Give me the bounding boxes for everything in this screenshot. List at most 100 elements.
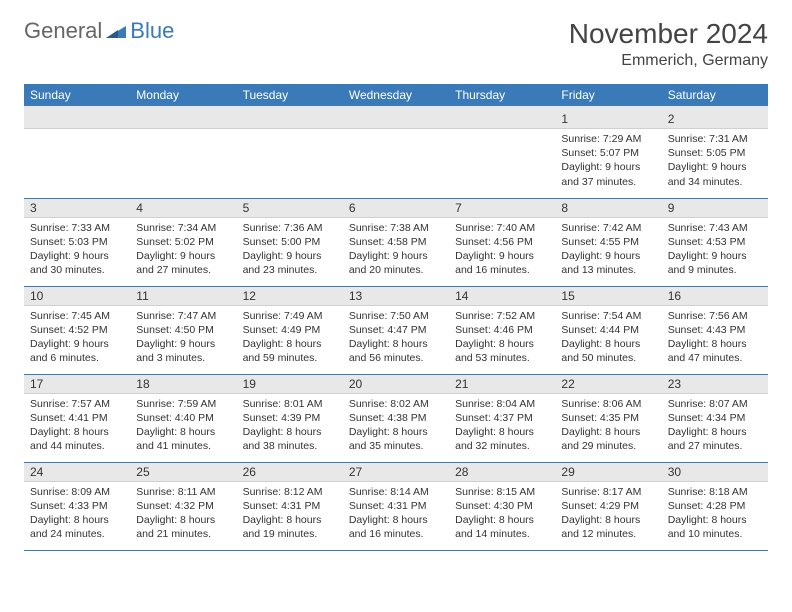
daylight-text: Daylight: 8 hours and 12 minutes. [561, 513, 655, 541]
sunset-text: Sunset: 4:43 PM [668, 323, 762, 337]
weekday-header: Saturday [662, 84, 768, 106]
calendar-week: 10Sunrise: 7:45 AMSunset: 4:52 PMDayligh… [24, 286, 768, 374]
calendar-cell: 21Sunrise: 8:04 AMSunset: 4:37 PMDayligh… [449, 374, 555, 462]
sunset-text: Sunset: 4:41 PM [30, 411, 124, 425]
calendar-cell: 1Sunrise: 7:29 AMSunset: 5:07 PMDaylight… [555, 110, 661, 198]
day-content: Sunrise: 7:29 AMSunset: 5:07 PMDaylight:… [555, 129, 661, 195]
day-number: 6 [343, 199, 449, 218]
calendar-cell: 17Sunrise: 7:57 AMSunset: 4:41 PMDayligh… [24, 374, 130, 462]
calendar-cell: 20Sunrise: 8:02 AMSunset: 4:38 PMDayligh… [343, 374, 449, 462]
day-number: 28 [449, 463, 555, 482]
sunset-text: Sunset: 4:38 PM [349, 411, 443, 425]
sunset-text: Sunset: 4:28 PM [668, 499, 762, 513]
weekday-header: Friday [555, 84, 661, 106]
sunset-text: Sunset: 4:55 PM [561, 235, 655, 249]
sunset-text: Sunset: 5:02 PM [136, 235, 230, 249]
sunrise-text: Sunrise: 8:17 AM [561, 485, 655, 499]
day-content: Sunrise: 7:42 AMSunset: 4:55 PMDaylight:… [555, 218, 661, 284]
sunrise-text: Sunrise: 7:34 AM [136, 221, 230, 235]
sunset-text: Sunset: 4:53 PM [668, 235, 762, 249]
day-number: 22 [555, 375, 661, 394]
calendar-cell [237, 110, 343, 198]
daylight-text: Daylight: 9 hours and 37 minutes. [561, 160, 655, 188]
daylight-text: Daylight: 8 hours and 41 minutes. [136, 425, 230, 453]
calendar-cell: 29Sunrise: 8:17 AMSunset: 4:29 PMDayligh… [555, 462, 661, 550]
day-number: 18 [130, 375, 236, 394]
sunset-text: Sunset: 4:52 PM [30, 323, 124, 337]
sunset-text: Sunset: 4:49 PM [243, 323, 337, 337]
calendar-cell: 3Sunrise: 7:33 AMSunset: 5:03 PMDaylight… [24, 198, 130, 286]
daylight-text: Daylight: 8 hours and 59 minutes. [243, 337, 337, 365]
daylight-text: Daylight: 8 hours and 27 minutes. [668, 425, 762, 453]
day-content-empty [130, 129, 236, 189]
sunrise-text: Sunrise: 7:42 AM [561, 221, 655, 235]
sunset-text: Sunset: 4:35 PM [561, 411, 655, 425]
day-content: Sunrise: 7:40 AMSunset: 4:56 PMDaylight:… [449, 218, 555, 284]
page-title: November 2024 [569, 18, 768, 50]
day-content: Sunrise: 7:59 AMSunset: 4:40 PMDaylight:… [130, 394, 236, 460]
day-content: Sunrise: 7:52 AMSunset: 4:46 PMDaylight:… [449, 306, 555, 372]
sunrise-text: Sunrise: 7:38 AM [349, 221, 443, 235]
calendar-cell: 10Sunrise: 7:45 AMSunset: 4:52 PMDayligh… [24, 286, 130, 374]
day-content: Sunrise: 8:12 AMSunset: 4:31 PMDaylight:… [237, 482, 343, 548]
day-number: 26 [237, 463, 343, 482]
sunrise-text: Sunrise: 8:11 AM [136, 485, 230, 499]
sunrise-text: Sunrise: 7:49 AM [243, 309, 337, 323]
day-content: Sunrise: 8:01 AMSunset: 4:39 PMDaylight:… [237, 394, 343, 460]
calendar-cell: 5Sunrise: 7:36 AMSunset: 5:00 PMDaylight… [237, 198, 343, 286]
sunrise-text: Sunrise: 7:31 AM [668, 132, 762, 146]
sunrise-text: Sunrise: 8:04 AM [455, 397, 549, 411]
calendar-cell: 22Sunrise: 8:06 AMSunset: 4:35 PMDayligh… [555, 374, 661, 462]
day-number: 21 [449, 375, 555, 394]
day-content-empty [449, 129, 555, 189]
location-label: Emmerich, Germany [569, 52, 768, 70]
calendar-cell: 23Sunrise: 8:07 AMSunset: 4:34 PMDayligh… [662, 374, 768, 462]
calendar-cell [449, 110, 555, 198]
sunset-text: Sunset: 4:34 PM [668, 411, 762, 425]
day-number: 8 [555, 199, 661, 218]
daylight-text: Daylight: 9 hours and 23 minutes. [243, 249, 337, 277]
day-number-empty [237, 110, 343, 129]
calendar-cell [24, 110, 130, 198]
daylight-text: Daylight: 9 hours and 16 minutes. [455, 249, 549, 277]
day-content-empty [343, 129, 449, 189]
calendar-table: SundayMondayTuesdayWednesdayThursdayFrid… [24, 84, 768, 551]
daylight-text: Daylight: 8 hours and 10 minutes. [668, 513, 762, 541]
day-content: Sunrise: 7:56 AMSunset: 4:43 PMDaylight:… [662, 306, 768, 372]
sunrise-text: Sunrise: 8:18 AM [668, 485, 762, 499]
sunset-text: Sunset: 4:29 PM [561, 499, 655, 513]
daylight-text: Daylight: 9 hours and 34 minutes. [668, 160, 762, 188]
daylight-text: Daylight: 8 hours and 19 minutes. [243, 513, 337, 541]
daylight-text: Daylight: 8 hours and 47 minutes. [668, 337, 762, 365]
sunset-text: Sunset: 5:07 PM [561, 146, 655, 160]
calendar-cell: 19Sunrise: 8:01 AMSunset: 4:39 PMDayligh… [237, 374, 343, 462]
sunrise-text: Sunrise: 8:14 AM [349, 485, 443, 499]
day-content: Sunrise: 7:47 AMSunset: 4:50 PMDaylight:… [130, 306, 236, 372]
day-number: 27 [343, 463, 449, 482]
sunset-text: Sunset: 4:33 PM [30, 499, 124, 513]
day-number-empty [343, 110, 449, 129]
title-block: November 2024 Emmerich, Germany [569, 18, 768, 70]
daylight-text: Daylight: 8 hours and 24 minutes. [30, 513, 124, 541]
sunset-text: Sunset: 4:30 PM [455, 499, 549, 513]
calendar-week: 17Sunrise: 7:57 AMSunset: 4:41 PMDayligh… [24, 374, 768, 462]
day-content: Sunrise: 7:45 AMSunset: 4:52 PMDaylight:… [24, 306, 130, 372]
sunrise-text: Sunrise: 7:43 AM [668, 221, 762, 235]
calendar-cell: 8Sunrise: 7:42 AMSunset: 4:55 PMDaylight… [555, 198, 661, 286]
day-number: 13 [343, 287, 449, 306]
sunset-text: Sunset: 4:39 PM [243, 411, 337, 425]
sunrise-text: Sunrise: 7:59 AM [136, 397, 230, 411]
day-number: 9 [662, 199, 768, 218]
day-number: 25 [130, 463, 236, 482]
calendar-week: 3Sunrise: 7:33 AMSunset: 5:03 PMDaylight… [24, 198, 768, 286]
sunrise-text: Sunrise: 7:45 AM [30, 309, 124, 323]
day-number: 20 [343, 375, 449, 394]
day-content: Sunrise: 8:15 AMSunset: 4:30 PMDaylight:… [449, 482, 555, 548]
calendar-cell: 12Sunrise: 7:49 AMSunset: 4:49 PMDayligh… [237, 286, 343, 374]
sunrise-text: Sunrise: 8:15 AM [455, 485, 549, 499]
sunrise-text: Sunrise: 7:50 AM [349, 309, 443, 323]
sunrise-text: Sunrise: 7:52 AM [455, 309, 549, 323]
header: General Blue November 2024 Emmerich, Ger… [24, 18, 768, 70]
logo-icon [106, 18, 126, 44]
sunset-text: Sunset: 4:37 PM [455, 411, 549, 425]
